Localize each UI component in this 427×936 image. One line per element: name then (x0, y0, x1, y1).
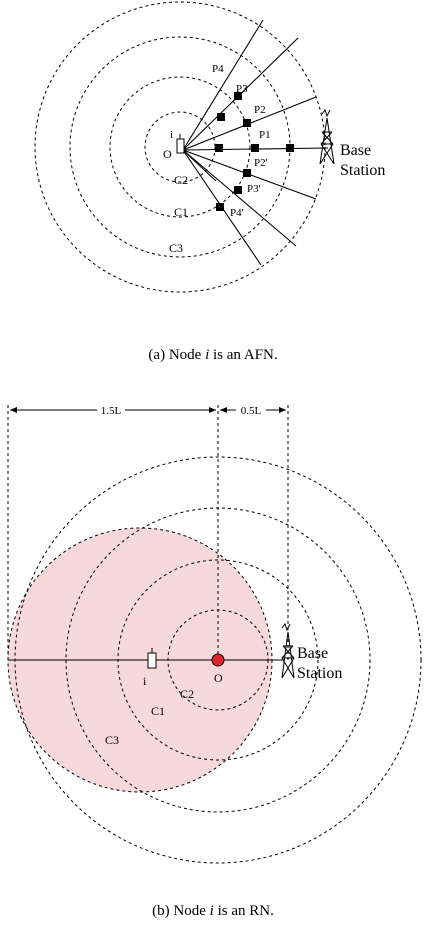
circle-outer (34, 1, 326, 293)
point-p2-marker (243, 119, 251, 127)
origin-label: O (163, 147, 172, 161)
point-right-marker (286, 144, 294, 152)
point-p1-marker (251, 144, 259, 152)
point-p3-marker (234, 92, 242, 100)
origin-label-b: O (214, 671, 223, 685)
point-markers (215, 92, 294, 211)
point-p4p-marker (216, 203, 224, 211)
caption-b: (b) Node i is an RN. (152, 903, 274, 919)
figure-b: 1.5L 0.5L i O C2 C1 C3 Base (7, 403, 422, 919)
origin-marker (211, 653, 225, 667)
point-p1-label: P1 (259, 129, 271, 141)
point-p3p-marker (234, 186, 242, 194)
base-station-label-line1: Base (340, 142, 371, 159)
node-i-icon (176, 134, 185, 154)
circle-c2-label-b: C2 (180, 687, 194, 701)
point-p3-label: P3 (236, 83, 248, 95)
point-p4-label: P4 (212, 63, 224, 75)
node-i-icon-b (147, 648, 157, 669)
ray-fan (182, 19, 329, 266)
dimension-right-label: 0.5L (241, 405, 262, 417)
node-i-label: i (170, 129, 173, 141)
caption-a: (a) Node i is an AFN. (148, 347, 277, 363)
point-p4p-label: P4' (230, 207, 244, 219)
figure-a: i O P4 P3 P2 P1 P2' P3' P4' C2 C1 C3 Bas… (34, 1, 385, 363)
point-p4-marker (217, 113, 225, 121)
circle-c1-label: C1 (174, 205, 188, 219)
point-p2-label: P2 (254, 104, 266, 116)
circle-c2-label: C2 (174, 173, 188, 187)
node-i-label-b: i (143, 674, 147, 688)
base-station-label-line2: Station (340, 162, 385, 179)
base-station-tower-icon-b (281, 622, 295, 679)
point-p2p-marker (243, 169, 251, 177)
circle-c3-label: C3 (169, 241, 183, 255)
point-p2p-label: P2' (254, 157, 268, 169)
dimension-left-label: 1.5L (101, 405, 122, 417)
base-station-label-b-line2: Station (297, 665, 342, 682)
base-station-label-b-line1: Base (297, 645, 328, 662)
circle-c1-label-b: C1 (151, 704, 165, 718)
point-p3p-label: P3' (247, 183, 261, 195)
circle-c3-label-b: C3 (105, 733, 119, 747)
base-station-tower-icon (319, 108, 335, 165)
circle-c3 (109, 76, 251, 218)
point-left-marker (215, 144, 223, 152)
